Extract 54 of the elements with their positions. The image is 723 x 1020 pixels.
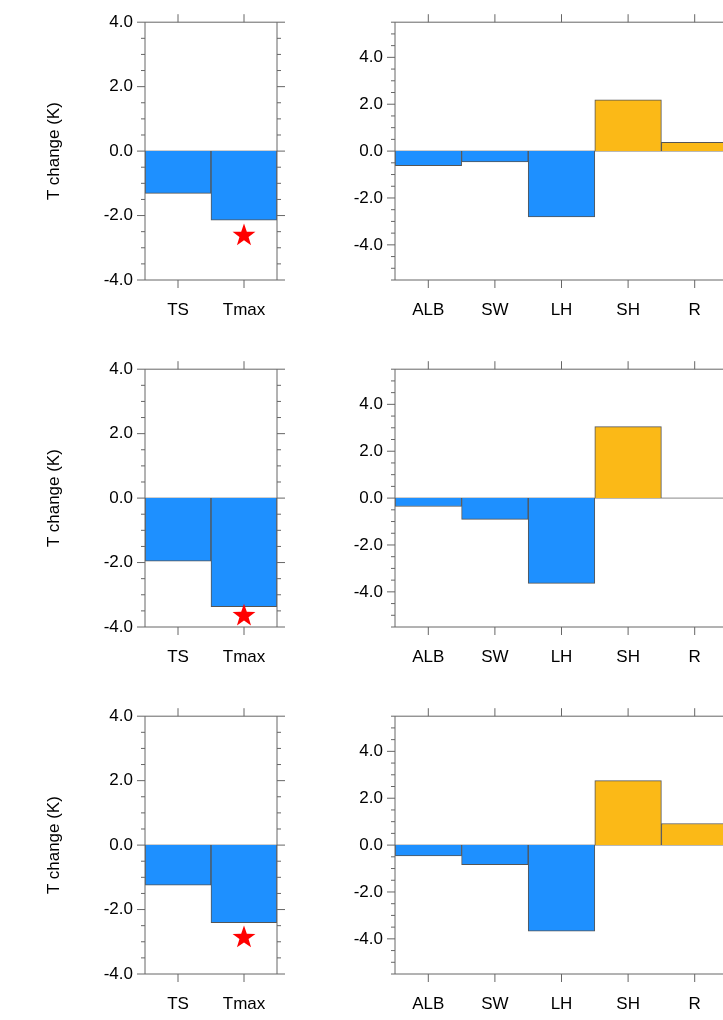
y-tick-label: 4.0 <box>109 11 133 31</box>
y-axis-title: T change (K) <box>43 102 63 201</box>
y-tick-label: 4.0 <box>109 705 133 725</box>
y-tick-label: 2.0 <box>359 93 383 113</box>
x-tick-label: LH <box>550 993 573 1013</box>
x-tick-label: Tmax <box>222 993 266 1013</box>
y-tick-label: 4.0 <box>359 394 383 414</box>
x-tick-label: SW <box>481 993 509 1013</box>
y-tick-label: 2.0 <box>109 423 133 443</box>
x-tick-label: SH <box>616 646 640 666</box>
x-tick-label: TS <box>167 299 189 319</box>
y-tick-label: 0.0 <box>109 834 133 854</box>
x-tick-label: SH <box>616 299 640 319</box>
x-tick-label: SW <box>481 299 509 319</box>
y-tick-label: 0.0 <box>109 140 133 160</box>
y-tick-label: 4.0 <box>109 358 133 378</box>
y-tick-label: -2.0 <box>353 187 383 207</box>
y-tick-label: -4.0 <box>353 581 383 601</box>
x-tick-label: LH <box>550 299 573 319</box>
x-tick-label: LH <box>550 646 573 666</box>
x-tick-label: SH <box>616 993 640 1013</box>
y-tick-label: -2.0 <box>103 552 133 572</box>
y-tick-label: -2.0 <box>353 534 383 554</box>
y-tick-label: 2.0 <box>109 770 133 790</box>
x-tick-label: R <box>688 299 701 319</box>
y-tick-label: -2.0 <box>353 881 383 901</box>
y-tick-label: 2.0 <box>359 787 383 807</box>
x-tick-label: Tmax <box>222 646 266 666</box>
y-tick-label: -4.0 <box>353 928 383 948</box>
y-tick-label: -4.0 <box>103 269 133 289</box>
y-tick-label: -2.0 <box>103 899 133 919</box>
y-tick-label: 0.0 <box>359 487 383 507</box>
y-tick-label: 2.0 <box>359 440 383 460</box>
y-axis-title: T change (K) <box>43 449 63 548</box>
y-tick-label: -2.0 <box>103 205 133 225</box>
y-tick-label: 4.0 <box>359 47 383 67</box>
x-tick-label: R <box>688 646 701 666</box>
y-tick-label: -4.0 <box>103 963 133 983</box>
x-tick-label: TS <box>167 646 189 666</box>
x-tick-label: SW <box>481 646 509 666</box>
y-tick-label: 0.0 <box>359 834 383 854</box>
x-tick-label: TS <box>167 993 189 1013</box>
y-tick-label: 0.0 <box>109 487 133 507</box>
x-tick-label: ALB <box>412 299 445 319</box>
y-tick-label: 0.0 <box>359 140 383 160</box>
x-tick-label: R <box>688 993 701 1013</box>
y-tick-label: 2.0 <box>109 76 133 96</box>
y-tick-label: -4.0 <box>103 616 133 636</box>
y-tick-label: -4.0 <box>353 234 383 254</box>
y-tick-label: 4.0 <box>359 741 383 761</box>
x-tick-label: ALB <box>412 993 445 1013</box>
x-tick-label: Tmax <box>222 299 266 319</box>
y-axis-title: T change (K) <box>43 796 63 895</box>
x-tick-label: ALB <box>412 646 445 666</box>
